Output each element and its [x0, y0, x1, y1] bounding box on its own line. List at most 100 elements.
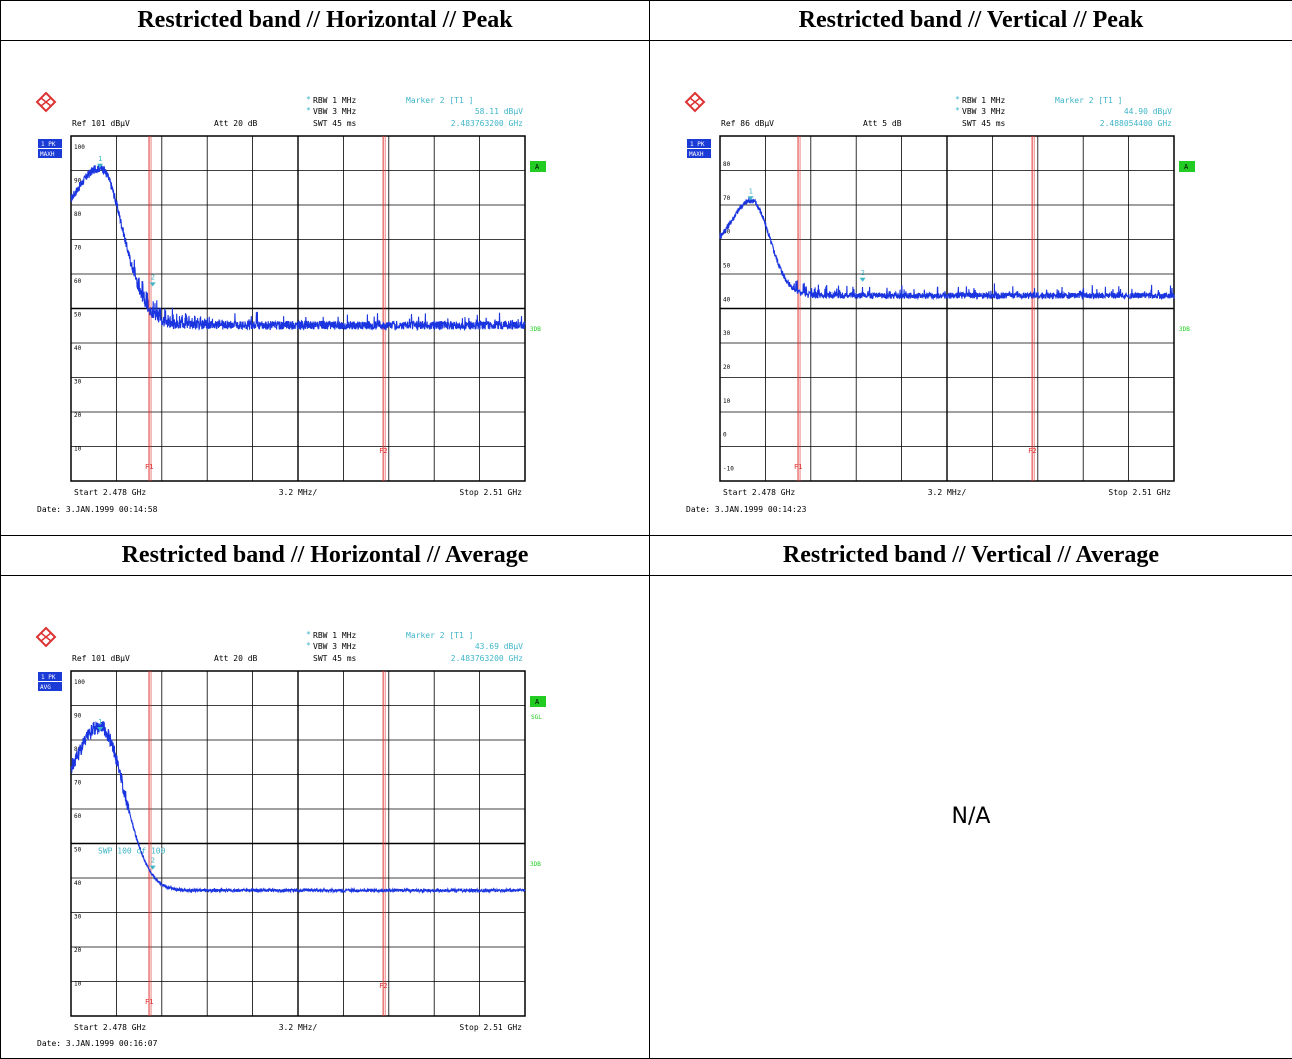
y-tick-label: 100 [74, 679, 85, 686]
rbw-label: RBW 1 MHz [962, 96, 1006, 105]
swt-label: SWT 45 ms [313, 119, 357, 128]
span-label: 3.2 MHz/ [279, 488, 318, 497]
attenuation-label: Att 20 dB [214, 119, 258, 128]
start-freq-label: Start 2.478 GHz [74, 488, 146, 497]
detector-badge-bg [38, 149, 62, 159]
marker-2-icon [149, 282, 156, 287]
right-3db-label: 3DB [530, 861, 541, 868]
ref-level-label: Ref 101 dBµV [72, 119, 130, 128]
trace-badge-bg [38, 139, 62, 149]
cell-v-peak: * RBW 1 MHz * VBW 3 MHz SWT 45 ms Ref 86 dBµV… [649, 40, 1292, 536]
marker2-level: 58.11 dBµV [475, 107, 523, 116]
spectrum-chart-v-peak: * RBW 1 MHz* VBW 3 MHz SWT 45 ms Ref 86 dBµV… [684, 91, 1195, 514]
y-tick-label: 90 [74, 178, 82, 185]
y-tick-label: 60 [723, 229, 731, 236]
trace-badge-bg [38, 671, 62, 681]
marker2-freq: 2.483763200 GHz [451, 119, 523, 128]
vbw-label: VBW 3 MHz [962, 107, 1006, 116]
marker2-label: Marker 2 [T1 ] [1055, 96, 1122, 105]
y-tick-label: 20 [723, 364, 731, 371]
y-tick-label: 30 [74, 379, 82, 386]
f2-label: F2 [1028, 447, 1036, 455]
attenuation-label: Att 5 dB [863, 119, 902, 128]
marker2-level: 44.90 dBµV [1124, 107, 1172, 116]
cell-h-average: * RBW 1 MHz * VBW 3 MHz SWT 45 ms Ref 101 dBµ… [0, 574, 650, 1059]
detector-badge: AVG [40, 684, 51, 691]
rbw-star: * [306, 630, 311, 639]
header-h-peak: Restricted band // Horizontal // Peak [0, 0, 650, 42]
a-badge: A [535, 163, 540, 171]
spectrum-trace [719, 197, 1175, 301]
marker-2-num: 2 [861, 269, 865, 277]
marker-2-icon [149, 865, 156, 870]
y-tick-label: 60 [74, 813, 82, 820]
y-tick-label: 20 [74, 412, 82, 419]
marker-1-icon [747, 196, 754, 201]
y-tick-label: 10 [723, 398, 731, 405]
rbw-star: * [955, 95, 960, 104]
date-label: Date: 3.JAN.1999 00:14:23 [686, 505, 807, 514]
a-badge: A [535, 698, 540, 706]
trace-badge: 1 PK [690, 141, 705, 148]
f2-label: F2 [379, 447, 387, 455]
y-tick-label: 100 [74, 144, 85, 151]
spectrum-trace [70, 164, 526, 332]
y-tick-label: 40 [74, 345, 82, 352]
attenuation-label: Att 20 dB [214, 654, 258, 663]
right-3db-label: 3DB [1179, 326, 1190, 333]
start-freq-label: Start 2.478 GHz [723, 488, 795, 497]
header-v-peak: Restricted band // Vertical // Peak [649, 0, 1292, 42]
header-v-average: Restricted band // Vertical // Average [649, 534, 1292, 576]
date-label: Date: 3.JAN.1999 00:16:07 [37, 1039, 158, 1048]
a-badge-bg [530, 695, 546, 707]
date-label: Date: 3.JAN.1999 00:14:58 [37, 505, 158, 514]
vbw-label: VBW 3 MHz [313, 642, 357, 651]
sgl-label: SGL [531, 714, 542, 721]
na-text: N/A [649, 574, 1292, 1059]
rbw-label: RBW 1 MHz [313, 96, 357, 105]
a-badge: A [1184, 163, 1189, 171]
f1-label: F1 [145, 463, 153, 471]
marker-1-num: 1 [98, 718, 102, 726]
marker-1-num: 1 [98, 155, 102, 163]
stop-freq-label: Stop 2.51 GHz [459, 488, 522, 497]
marker-2-num: 2 [151, 856, 155, 864]
y-tick-label: 50 [74, 312, 82, 319]
marker2-freq: 2.488054400 GHz [1100, 119, 1172, 128]
y-tick-label: 10 [74, 446, 82, 453]
trace-badge: 1 PK [41, 141, 56, 148]
a-badge-bg [530, 161, 546, 173]
start-freq-label: Start 2.478 GHz [74, 1023, 146, 1032]
y-tick-label: 90 [74, 712, 82, 719]
spectrum-chart-h-average: * RBW 1 MHz* VBW 3 MHz SWT 45 ms Ref 101 dBµ… [35, 626, 546, 1048]
y-tick-label: 80 [74, 211, 82, 218]
rbw-star: * [306, 95, 311, 104]
spectrum-trace [70, 720, 526, 894]
header-h-average: Restricted band // Horizontal // Average [0, 534, 650, 576]
marker2-label: Marker 2 [T1 ] [406, 96, 473, 105]
rs-logo-mark-icon [40, 97, 52, 107]
rs-logo-mark-icon [689, 97, 701, 107]
marker2-label: Marker 2 [T1 ] [406, 631, 473, 640]
stop-freq-label: Stop 2.51 GHz [1108, 488, 1171, 497]
sweep-annotation: SWP 100 of 100 [98, 846, 166, 855]
swt-label: SWT 45 ms [313, 654, 357, 663]
trace-badge-bg [687, 139, 711, 149]
y-tick-label: 50 [74, 846, 82, 853]
y-tick-label: 80 [723, 161, 731, 168]
rs-logo-mark-icon [40, 632, 52, 642]
detector-badge-bg [38, 681, 62, 691]
f2-label: F2 [379, 982, 387, 990]
ref-level-label: Ref 101 dBµV [72, 654, 130, 663]
y-tick-label: 10 [74, 980, 82, 987]
ref-level-label: Ref 86 dBµV [721, 119, 774, 128]
marker-1-icon [97, 164, 104, 169]
right-3db-label: 3DB [530, 326, 541, 333]
y-tick-label: 60 [74, 278, 82, 285]
stop-freq-label: Stop 2.51 GHz [459, 1023, 522, 1032]
swt-label: SWT 45 ms [962, 119, 1006, 128]
cell-h-peak: * RBW 1 MHz * VBW 3 MHz SWT 45 ms Ref 101 dBµ… [0, 40, 650, 536]
y-tick-label: -10 [723, 466, 734, 473]
marker2-freq: 2.483763200 GHz [451, 654, 523, 663]
